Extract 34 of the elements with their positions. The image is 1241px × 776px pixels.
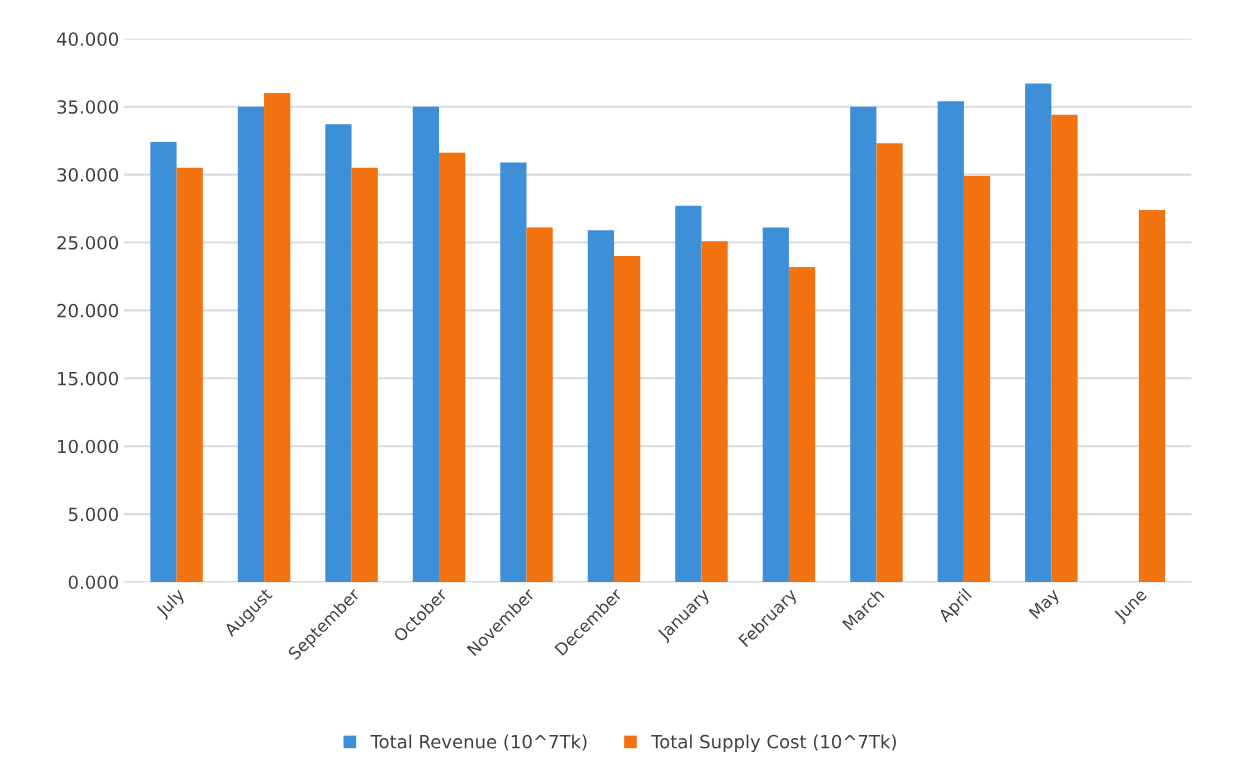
bar (675, 205, 702, 582)
y-tick-label: 15.000 (58, 371, 119, 386)
bar (439, 152, 466, 582)
y-tick-label: 30.000 (57, 168, 119, 182)
bar (701, 241, 728, 582)
bar (150, 142, 177, 582)
legend-label: Total Revenue (10^7Tk) (370, 734, 587, 751)
bar (237, 106, 265, 582)
y-tick-label: 0.000 (68, 575, 119, 590)
bar (963, 175, 991, 582)
bar (613, 256, 641, 582)
bar (937, 101, 964, 582)
bar (264, 93, 291, 582)
bar (1025, 83, 1052, 582)
bar (788, 266, 816, 582)
y-tick-label: 35.000 (57, 100, 119, 114)
bar (176, 167, 203, 582)
bar (351, 167, 378, 582)
y-tick-label: 10.000 (58, 439, 119, 454)
bar (762, 227, 789, 582)
bar (587, 230, 614, 582)
bar (412, 106, 440, 582)
bar (1051, 114, 1078, 582)
bar (850, 106, 877, 582)
y-tick-label: 40.000 (56, 32, 119, 46)
y-tick-label: 25.000 (57, 235, 119, 250)
legend-label: Total Supply Cost (10^7Tk) (651, 734, 896, 752)
bar (876, 143, 903, 582)
y-tick-label: 20.000 (57, 303, 119, 318)
bar (325, 124, 352, 582)
bar (1138, 209, 1166, 582)
bar (500, 162, 527, 582)
bar (526, 227, 553, 582)
y-tick-label: 5.000 (68, 507, 119, 522)
